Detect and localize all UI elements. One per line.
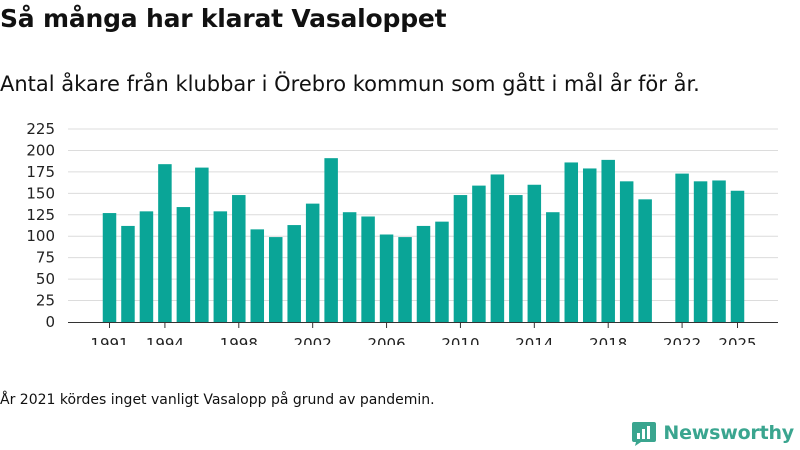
bar-2008 [416, 225, 431, 322]
bar-2007 [398, 237, 412, 322]
bar-2014 [527, 184, 542, 322]
y-tick-label: 50 [36, 270, 55, 288]
y-tick-label: 75 [36, 249, 55, 267]
x-tick-label: 1991 [90, 335, 128, 345]
y-tick-label: 150 [26, 184, 55, 202]
newsworthy-logo-icon [632, 422, 657, 446]
bar-2002 [305, 203, 320, 322]
x-tick-label: 2010 [441, 335, 479, 345]
y-tick-label: 125 [26, 206, 55, 224]
brand-name: Newsworthy [663, 422, 794, 444]
bar-1998 [232, 195, 246, 322]
bar-2000 [268, 237, 283, 322]
bar-2005 [361, 216, 375, 322]
y-tick-label: 225 [26, 120, 55, 138]
bar-2024 [712, 180, 726, 322]
bar-2020 [638, 199, 652, 322]
bar-2001 [287, 225, 301, 322]
x-tick-label: 2022 [663, 335, 701, 345]
bar-2013 [509, 195, 523, 322]
bar-1993 [139, 211, 154, 322]
footnote: År 2021 kördes inget vanligt Vasalopp på… [0, 392, 435, 408]
chart-title: Så många har klarat Vasaloppet [0, 4, 447, 33]
bar-2012 [490, 174, 505, 322]
bar-2015 [546, 212, 560, 322]
bar-2011 [472, 185, 486, 322]
x-tick-label: 2014 [515, 335, 553, 345]
bar-1996 [195, 167, 209, 322]
bar-chart: 0 25 50 75 100 125 150 175 200 225 1991 1994 1998 200… [26, 120, 778, 345]
chart-subtitle: Antal åkare från klubbar i Örebro kommun… [0, 72, 700, 96]
bar-2004 [342, 212, 357, 322]
y-tick-label: 200 [26, 141, 55, 159]
bar-1999 [250, 229, 265, 322]
bar-2017 [582, 168, 597, 322]
bar-2006 [379, 234, 394, 322]
x-tick-label: 2006 [367, 335, 405, 345]
bar-2022 [675, 173, 689, 322]
bar-2010 [453, 195, 468, 322]
bar-1994 [158, 164, 172, 322]
x-tick-label: 2025 [718, 335, 756, 345]
bar-2016 [564, 162, 579, 322]
bar-2019 [619, 181, 634, 322]
bar-2018 [601, 159, 615, 322]
x-tick-label: 2002 [294, 335, 332, 345]
y-tick-label: 100 [26, 227, 55, 245]
bar-2003 [324, 158, 338, 322]
x-tick-label: 1998 [220, 335, 258, 345]
bar-1995 [176, 207, 191, 322]
bar-2023 [693, 181, 708, 322]
x-tick-label: 1994 [146, 335, 184, 345]
bar-1992 [121, 225, 135, 322]
newsworthy-brand: Newsworthy [631, 420, 794, 446]
x-tick-label: 2018 [589, 335, 627, 345]
bar-2025 [730, 190, 745, 322]
y-tick-label: 0 [45, 313, 55, 331]
bar-2009 [435, 221, 449, 322]
bar-1997 [213, 211, 228, 322]
bar-1991 [102, 213, 117, 322]
y-tick-label: 25 [36, 292, 55, 310]
y-tick-label: 175 [26, 163, 55, 181]
